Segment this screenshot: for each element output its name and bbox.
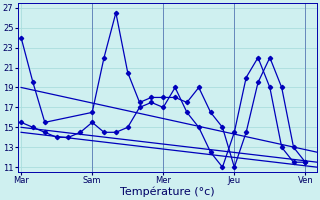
X-axis label: Température (°c): Température (°c): [120, 187, 215, 197]
